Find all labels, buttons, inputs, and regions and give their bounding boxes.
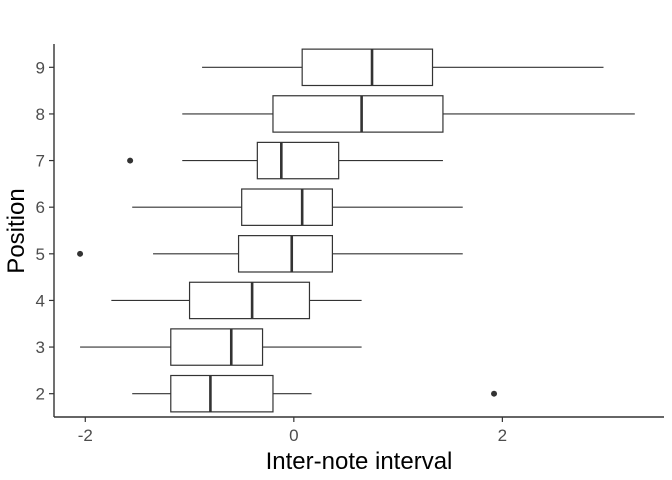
y-tick-label: 3 [36,338,45,357]
x-axis-ticks: -2 0 2 [78,417,507,445]
y-tick-label: 9 [36,58,45,77]
y-tick-label: 8 [36,105,45,124]
box-7 [127,141,443,180]
iqr-box [170,328,264,366]
iqr-box [301,48,434,87]
y-tick-label: 5 [36,245,45,264]
x-tick-label: -2 [78,426,93,445]
box-5 [77,235,463,273]
iqr-box [237,235,334,273]
outlier-point [127,157,134,164]
box-3 [80,328,362,366]
y-tick-label: 7 [36,152,45,171]
iqr-box [272,95,444,133]
box-4 [111,281,362,320]
iqr-box [256,141,340,180]
y-tick-label: 6 [36,198,45,217]
x-axis-title: Inter-note interval [266,448,453,475]
x-tick-label: 2 [498,426,507,445]
box-2 [132,374,498,413]
box-8 [182,95,635,133]
box-9 [202,48,604,87]
iqr-box [241,188,334,226]
box-6 [132,188,463,226]
outlier-point [77,250,84,257]
y-axis-ticks: 2 3 4 5 6 7 8 9 [36,58,54,404]
y-tick-label: 4 [36,291,45,310]
outlier-point [491,390,498,397]
y-axis-title: Position [3,188,30,273]
iqr-box [188,281,311,320]
x-tick-label: 0 [289,426,298,445]
iqr-box [170,374,274,413]
y-tick-label: 2 [36,385,45,404]
plot-area [77,48,635,413]
